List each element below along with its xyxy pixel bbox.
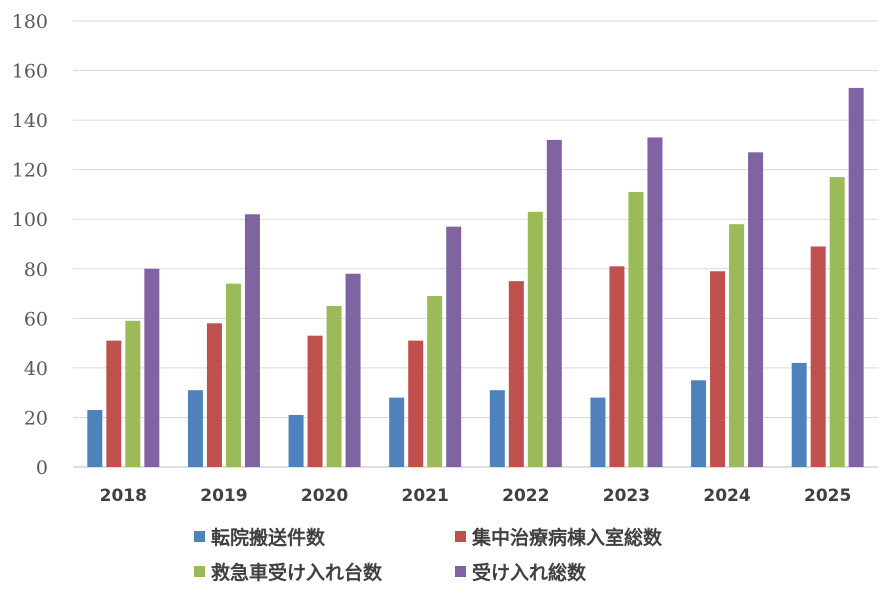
legend-swatch (455, 531, 466, 542)
x-tick-label: 2023 (603, 486, 650, 506)
legend-item: 受け入れ総数 (455, 561, 587, 584)
y-axis-ticks: 0 20 40 60 80 100 120 140 160 180 (12, 11, 48, 479)
bar (489, 390, 505, 467)
legend-label: 集中治療病棟入室総数 (471, 526, 663, 549)
y-tick-label: 120 (12, 160, 48, 182)
x-tick-label: 2021 (402, 486, 449, 506)
legend-swatch (194, 531, 205, 542)
y-tick-label: 100 (12, 209, 48, 231)
bar (527, 211, 543, 467)
y-tick-label: 80 (24, 259, 48, 281)
bar (829, 177, 845, 467)
y-tick-label: 40 (24, 358, 48, 380)
y-tick-label: 180 (12, 11, 48, 33)
legend-item: 集中治療病棟入室総数 (455, 526, 663, 549)
bar (609, 266, 625, 467)
legend-label: 救急車受け入れ台数 (211, 561, 383, 584)
bar (225, 283, 241, 467)
y-tick-label: 160 (12, 61, 48, 83)
bar (144, 268, 160, 467)
x-tick-label: 2025 (804, 486, 851, 506)
bar (628, 191, 644, 467)
bar (791, 362, 807, 467)
bar (848, 87, 864, 468)
y-tick-label: 60 (24, 308, 48, 330)
legend-label: 受け入れ総数 (472, 561, 587, 584)
bar (691, 380, 707, 467)
legend-item: 転院搬送件数 (194, 526, 326, 549)
bar (288, 414, 304, 467)
y-tick-label: 0 (36, 457, 48, 479)
bar (244, 214, 260, 467)
bar (307, 335, 323, 467)
bar (710, 271, 726, 467)
bar (508, 281, 524, 467)
x-tick-label: 2024 (703, 486, 750, 506)
bar (810, 246, 826, 467)
bar (590, 397, 606, 467)
x-tick-label: 2019 (200, 486, 247, 506)
bar (106, 340, 122, 467)
legend-swatch (455, 566, 466, 577)
bar (187, 390, 203, 467)
legend-swatch (194, 566, 205, 577)
bar (729, 224, 745, 467)
bar (446, 226, 462, 467)
bar (748, 152, 764, 468)
bar (427, 296, 443, 467)
x-tick-label: 2020 (301, 486, 348, 506)
x-tick-label: 2022 (502, 486, 549, 506)
bar (546, 139, 562, 467)
legend-item: 救急車受け入れ台数 (194, 561, 383, 584)
bar (87, 410, 103, 467)
bar (345, 273, 361, 467)
bars (87, 87, 864, 468)
bar (326, 305, 342, 467)
y-tick-label: 140 (12, 110, 48, 132)
legend-label: 転院搬送件数 (211, 526, 326, 549)
bar (647, 137, 663, 467)
bar (125, 320, 141, 467)
bar (206, 323, 222, 467)
x-axis-ticks: 2018 2019 2020 2021 2022 2023 2024 2025 (100, 486, 852, 506)
bar (389, 397, 405, 467)
y-tick-label: 20 (24, 407, 48, 429)
x-tick-label: 2018 (100, 486, 147, 506)
bar (408, 340, 424, 467)
